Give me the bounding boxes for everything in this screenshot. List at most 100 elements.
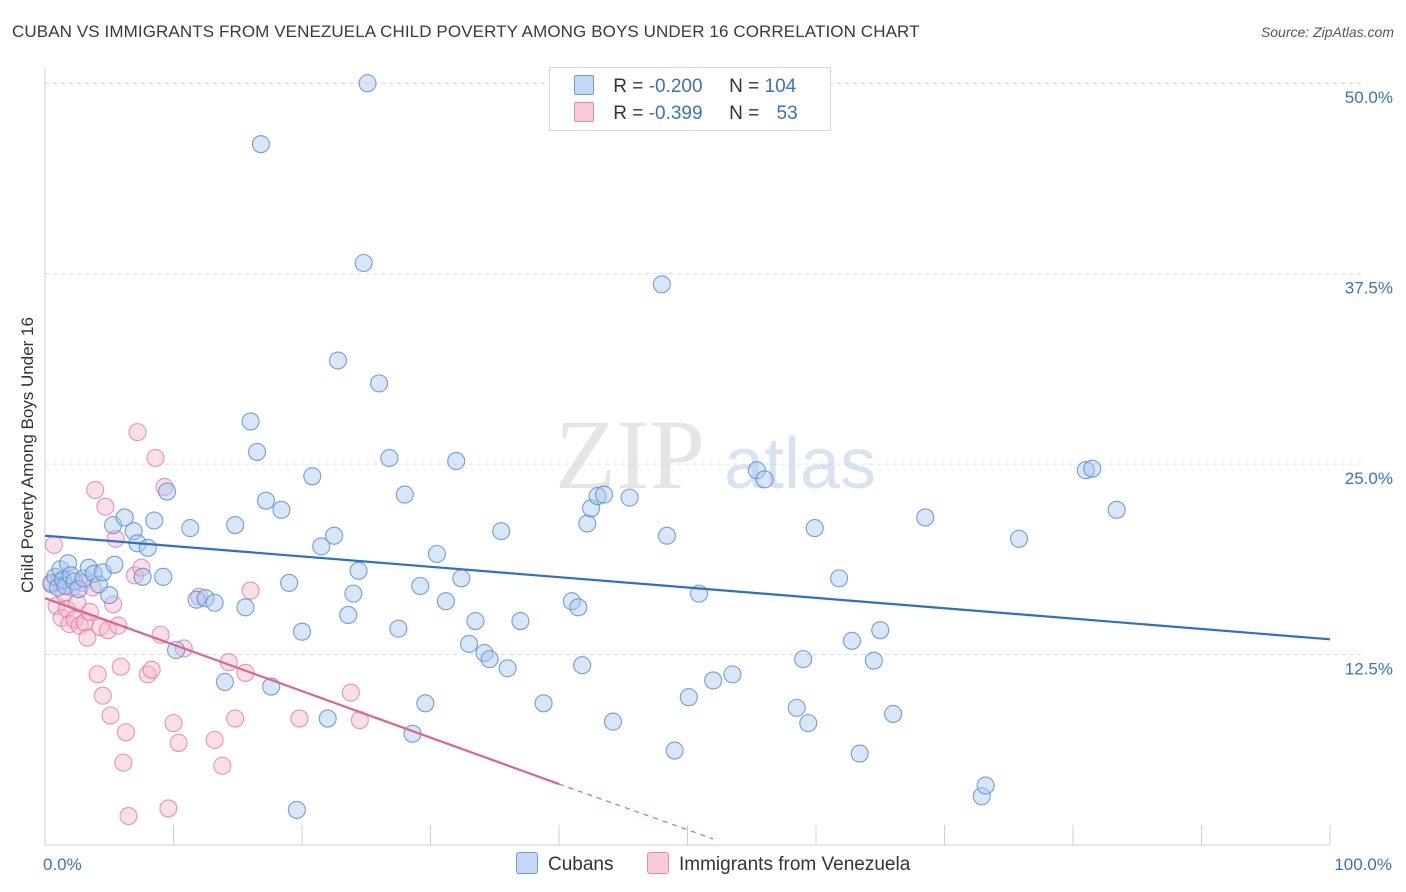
cuban-point: [830, 569, 849, 588]
cuban-point: [511, 611, 530, 631]
cuban-point: [864, 651, 883, 670]
venezuela-point: [125, 566, 144, 585]
cuban-point: [167, 640, 186, 660]
cuban-point: [480, 650, 499, 669]
gridlines: [45, 82, 1365, 656]
cuban-point: [603, 712, 623, 731]
stats-legend: R = -0.200 N = 104 R = -0.399 N = 53: [549, 67, 831, 131]
cuban-point: [318, 709, 337, 728]
venezuela-trend-line: [44, 597, 560, 786]
cuban-point: [916, 508, 935, 527]
venezuela-point: [164, 714, 183, 733]
y-tick-label: 25.0%: [1345, 469, 1393, 488]
cuban-point: [154, 567, 173, 586]
cuban-point: [105, 555, 124, 574]
cuban-point: [115, 508, 134, 527]
cuban-point: [679, 688, 698, 707]
venezuela-point: [241, 581, 260, 600]
cuban-point: [292, 622, 312, 641]
legend-n-label: N =: [729, 76, 760, 97]
venezuela-point: [44, 535, 64, 554]
cuban-point: [704, 671, 723, 690]
cuban-point: [325, 526, 344, 545]
x-tick-label: 100.0%: [1334, 855, 1392, 874]
cuban-point: [354, 253, 373, 273]
cuban-point: [339, 605, 358, 624]
cuban-point: [588, 487, 607, 506]
cuban-point: [794, 650, 813, 669]
cuban-point: [850, 744, 869, 763]
cuban-point: [665, 741, 684, 760]
legend-row-cubans: R = -0.200 N = 104: [574, 75, 796, 101]
x-tick-label: 0.0%: [43, 855, 82, 874]
cuban-point: [84, 564, 103, 583]
cuban-point: [492, 522, 511, 541]
cuban-point: [1083, 459, 1102, 478]
cuban-point: [344, 584, 363, 603]
cuban-point: [349, 561, 368, 580]
y-axis-label: Child Poverty Among Boys Under 16: [18, 317, 37, 593]
legend-n-value: 53: [776, 103, 798, 124]
legend-r-value: -0.200: [648, 76, 703, 97]
legend-item-cubans[interactable]: Cubans: [516, 852, 614, 876]
venezuela-point: [290, 709, 309, 728]
venezuela-point: [119, 807, 138, 826]
venezuela-point: [190, 587, 209, 606]
cuban-point: [652, 275, 671, 294]
cuban-point: [100, 586, 119, 605]
cuban-point: [1107, 500, 1126, 519]
venezuela-point: [169, 733, 188, 752]
chart-title: CUBAN VS IMMIGRANTS FROM VENEZUELA CHILD…: [12, 22, 920, 41]
venezuela-point: [68, 593, 87, 612]
venezuela-point: [226, 709, 245, 728]
venezuela-point: [101, 706, 120, 725]
cuban-point: [74, 569, 93, 588]
cuban-point: [976, 776, 995, 795]
cuban-point: [272, 500, 291, 519]
venezuela-point: [116, 723, 136, 742]
cuban-point: [205, 593, 224, 612]
cuban-point: [657, 526, 676, 545]
legend-r-label: R =: [613, 103, 644, 124]
cuban-point: [1009, 529, 1029, 548]
venezuela-point: [128, 423, 147, 442]
cuban-point: [215, 672, 234, 692]
tick-labels: 12.5% 25.0% 37.5% 50.0% 0.0% 100.0%: [43, 88, 1393, 874]
legend-n-label: N =: [729, 103, 760, 124]
legend-r-label: R =: [613, 76, 644, 97]
cuban-point: [236, 598, 255, 617]
venezuela-point: [205, 730, 224, 749]
cuban-point: [133, 567, 152, 586]
cuban-point: [578, 514, 597, 533]
watermark-atlas: atlas: [724, 424, 876, 504]
venezuela-point: [159, 799, 178, 818]
cuban-point: [247, 442, 267, 461]
cuban-point: [436, 592, 455, 611]
cuban-point: [256, 491, 276, 510]
cuban-point: [287, 800, 306, 820]
venezuela-swatch: [574, 102, 594, 122]
cuban-point: [69, 579, 88, 599]
cuban-point: [594, 485, 614, 504]
venezuela-point: [341, 683, 360, 702]
legend-label-venezuela: Immigrants from Venezuela: [679, 854, 911, 875]
cuban-point: [534, 694, 553, 713]
cubans-trend-line: [44, 534, 1331, 641]
cuban-point: [569, 598, 588, 617]
legend-item-venezuela[interactable]: Immigrants from Venezuela: [647, 852, 910, 876]
cuban-point: [312, 537, 331, 556]
venezuela-point: [132, 558, 151, 577]
axes: [44, 68, 1331, 846]
cuban-point: [805, 519, 824, 538]
cubans-swatch: [516, 852, 538, 874]
cuban-point: [145, 511, 164, 530]
source-label: Source: ZipAtlas.com: [1260, 24, 1394, 40]
venezuela-point: [93, 686, 112, 705]
cuban-point: [452, 569, 471, 588]
cuban-point: [187, 590, 206, 609]
venezuela-point: [106, 529, 125, 548]
cuban-point: [138, 538, 157, 557]
cubans-swatch: [574, 75, 594, 95]
cuban-point: [411, 576, 430, 596]
